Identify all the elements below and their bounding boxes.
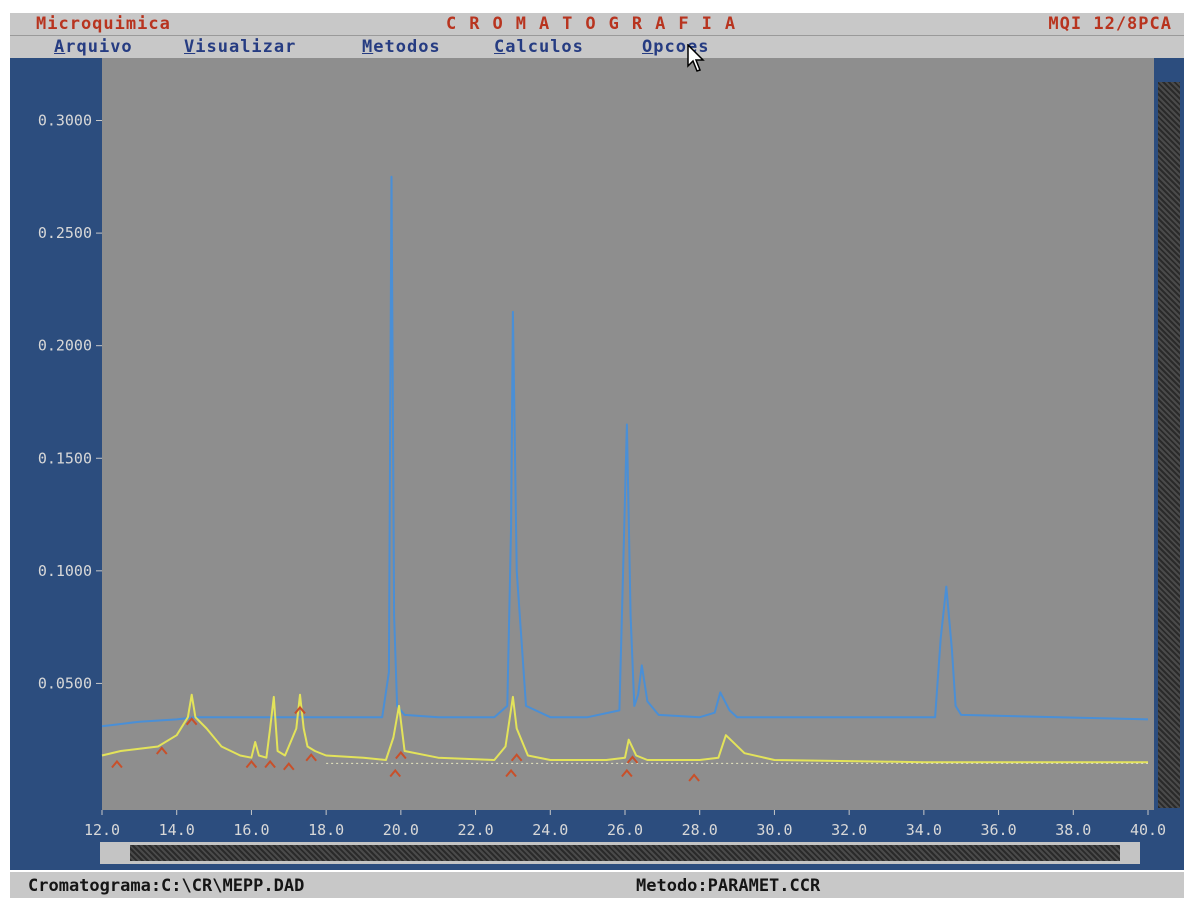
status-file: Cromatograma:C:\CR\MEPP.DAD [28, 876, 305, 896]
instrument-model: MQI 12/8PCA [1048, 14, 1172, 34]
vertical-scrollbar[interactable] [1158, 82, 1180, 808]
x-tick-label: 30.0 [756, 821, 792, 839]
x-axis: 12.0 14.0 16.0 18.0 20.0 22.0 24.0 26.0 28.0 30.0… [84, 810, 1166, 839]
window-title: CROMATOGRAFIA [446, 14, 749, 34]
peak-markers [111, 705, 700, 782]
x-tick-label: 34.0 [906, 821, 942, 839]
y-tick-label: 0.1500 [38, 449, 92, 467]
y-tick-label: 0.2000 [38, 337, 92, 355]
peak-marker [395, 750, 407, 760]
peak-marker [185, 717, 198, 726]
menu-visualizar[interactable]: Visualizar [184, 37, 296, 57]
y-axis: 0.0500 0.1000 0.1500 0.2000 0.2500 0.3000 [38, 112, 102, 692]
menu-metodos[interactable]: Metodos [362, 37, 441, 57]
x-tick-label: 38.0 [1055, 821, 1091, 839]
x-tick-label: 32.0 [831, 821, 867, 839]
chart-window: 0.0500 0.1000 0.1500 0.2000 0.2500 0.3000 12.… [10, 58, 1184, 870]
peak-marker [305, 753, 317, 762]
peak-marker [283, 762, 295, 771]
y-tick-label: 0.3000 [38, 112, 92, 130]
peak-marker [505, 768, 517, 778]
horizontal-scrollbar[interactable] [100, 842, 1140, 864]
menu-arquivo-label: rquivo [65, 37, 133, 57]
x-tick-label: 18.0 [308, 821, 344, 839]
peak-marker [389, 768, 402, 778]
horizontal-scrollbar-track[interactable] [130, 845, 1120, 861]
chromatogram-chart: 0.0500 0.1000 0.1500 0.2000 0.2500 0.3000 12.… [38, 112, 1166, 839]
peak-marker [111, 759, 123, 769]
x-tick-label: 16.0 [233, 821, 269, 839]
peak-marker [621, 768, 633, 778]
menu-visualizar-label: isualizar [195, 37, 297, 57]
y-tick-label: 0.1000 [38, 562, 92, 580]
menu-opcoes-hotkey: O [642, 37, 654, 57]
peak-marker [294, 705, 306, 715]
peak-marker [626, 755, 639, 764]
menu-metodos-label: etodos [373, 37, 441, 57]
x-tick-label: 22.0 [458, 821, 494, 839]
x-tick-label: 40.0 [1130, 821, 1166, 839]
x-tick-label: 24.0 [532, 821, 568, 839]
x-tick-label: 20.0 [383, 821, 419, 839]
menu-calculos-label: alculos [505, 37, 584, 57]
menu-bar: Arquivo Visualizar Metodos Calculos Opco… [10, 36, 1184, 58]
menu-arquivo[interactable]: Arquivo [54, 37, 133, 57]
app-name: Microquimica [36, 14, 171, 34]
mouse-pointer-icon [687, 44, 705, 72]
peak-marker [156, 746, 168, 755]
y-tick-label: 0.0500 [38, 674, 92, 692]
status-method: Metodo:PARAMET.CCR [636, 876, 821, 896]
series-layer [101, 175, 1149, 764]
x-tick-label: 14.0 [159, 821, 195, 839]
x-tick-label: 26.0 [607, 821, 643, 839]
peak-marker [264, 759, 276, 769]
status-bar: Cromatograma:C:\CR\MEPP.DAD Metodo:PARAM… [10, 872, 1184, 898]
title-bar: Microquimica CROMATOGRAFIA MQI 12/8PCA [10, 13, 1184, 36]
y-tick-label: 0.2500 [38, 224, 92, 242]
x-tick-label: 36.0 [981, 821, 1017, 839]
x-tick-label: 12.0 [84, 821, 120, 839]
peak-marker [688, 773, 700, 782]
menu-metodos-hotkey: M [362, 37, 374, 57]
series-line-1 [101, 693, 1148, 764]
x-tick-label: 28.0 [682, 821, 718, 839]
menu-arquivo-hotkey: A [54, 37, 66, 57]
peak-marker [245, 759, 258, 769]
menu-visualizar-hotkey: V [184, 37, 196, 57]
peak-marker [510, 753, 523, 762]
menu-calculos[interactable]: Calculos [494, 37, 584, 57]
series-line-0 [101, 175, 1149, 728]
menu-calculos-hotkey: C [494, 37, 506, 57]
